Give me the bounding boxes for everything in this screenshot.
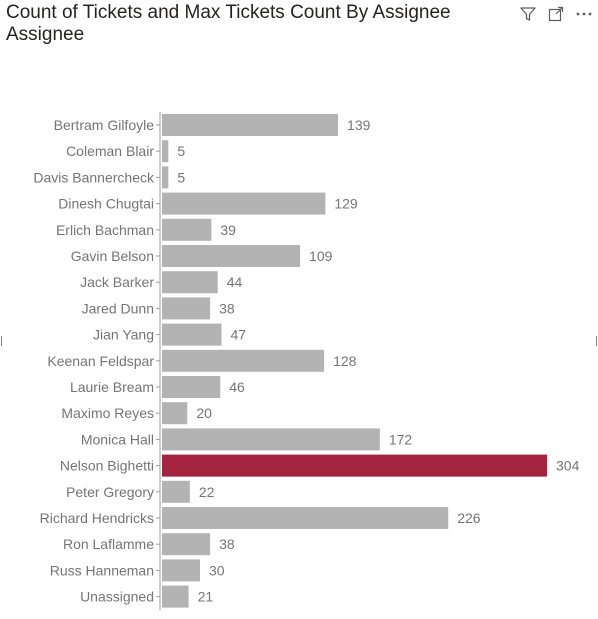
category-label-dinesh-chugtai: Dinesh Chugtai (58, 196, 154, 212)
category-label-gavin-belson: Gavin Belson (71, 248, 154, 264)
category-label-russ-hanneman: Russ Hanneman (50, 562, 154, 578)
data-label-nelson-bighetti: 304 (556, 458, 580, 474)
data-label-coleman-blair: 5 (177, 143, 185, 159)
category-label-nelson-bighetti: Nelson Bighetti (60, 458, 154, 474)
category-label-laurie-bream: Laurie Bream (70, 379, 154, 395)
data-label-maximo-reyes: 20 (196, 405, 212, 421)
category-label-jian-yang: Jian Yang (93, 327, 154, 343)
chart-title-line: Count of Tickets and Max Tickets Count B… (6, 2, 451, 23)
category-label-ron-laflamme: Ron Laflamme (63, 536, 154, 552)
filter-icon[interactable] (518, 4, 538, 24)
bar-monica-hall[interactable] (162, 428, 380, 451)
data-label-davis-bannercheck: 5 (177, 169, 185, 185)
data-label-jack-barker: 44 (227, 274, 243, 290)
bar-richard-hendricks[interactable] (162, 507, 449, 529)
data-label-unassigned: 21 (198, 589, 214, 605)
bar-dinesh-chugtai[interactable] (162, 192, 326, 215)
focus-mode-icon[interactable] (546, 4, 566, 24)
bar-peter-gregory[interactable] (162, 480, 190, 503)
data-label-gavin-belson: 109 (309, 248, 333, 264)
bar-ron-laflamme[interactable] (162, 533, 211, 556)
data-label-russ-hanneman: 30 (209, 562, 225, 578)
data-label-jian-yang: 47 (231, 327, 247, 343)
data-label-richard-hendricks: 226 (457, 510, 481, 526)
data-label-jared-dunn: 38 (219, 300, 235, 316)
more-options-icon[interactable] (574, 4, 594, 24)
category-label-unassigned: Unassigned (80, 589, 154, 605)
data-label-peter-gregory: 22 (199, 484, 215, 500)
category-label-jared-dunn: Jared Dunn (82, 300, 154, 316)
data-label-ron-laflamme: 38 (219, 536, 235, 552)
bar-keenan-feldspar[interactable] (162, 349, 325, 372)
resize-handle-right[interactable] (596, 336, 597, 346)
bar-maximo-reyes[interactable] (162, 402, 188, 425)
data-label-erlich-bachman: 39 (220, 222, 236, 238)
bar-russ-hanneman[interactable] (162, 559, 200, 582)
category-label-erlich-bachman: Erlich Bachman (56, 222, 154, 238)
category-label-monica-hall: Monica Hall (81, 431, 154, 447)
data-label-keenan-feldspar: 128 (333, 353, 357, 369)
bar-jared-dunn[interactable] (162, 297, 211, 320)
bar-gavin-belson[interactable] (162, 245, 301, 267)
data-label-laurie-bream: 46 (229, 379, 245, 395)
bar-davis-bannercheck[interactable] (162, 166, 169, 189)
category-label-bertram-gilfoyle: Bertram Gilfoyle (54, 117, 155, 133)
chart-title: Count of Tickets and Max Tickets Count B… (6, 2, 498, 46)
bar-unassigned[interactable] (162, 585, 189, 608)
category-label-jack-barker: Jack Barker (80, 274, 154, 290)
category-label-maximo-reyes: Maximo Reyes (61, 405, 154, 421)
bar-bertram-gilfoyle[interactable] (162, 114, 339, 136)
data-label-monica-hall: 172 (389, 431, 413, 447)
bar-jian-yang[interactable] (162, 323, 222, 346)
data-label-bertram-gilfoyle: 139 (347, 117, 371, 133)
bar-nelson-bighetti[interactable] (162, 454, 547, 477)
resize-handle-left[interactable] (1, 336, 2, 346)
axis-subtitle: Assignee (6, 24, 85, 45)
data-label-dinesh-chugtai: 129 (334, 196, 358, 212)
category-label-peter-gregory: Peter Gregory (66, 484, 154, 500)
bar-jack-barker[interactable] (162, 271, 218, 294)
category-label-richard-hendricks: Richard Hendricks (40, 510, 154, 526)
bar-erlich-bachman[interactable] (162, 218, 212, 241)
visual-header (514, 4, 594, 24)
bar-coleman-blair[interactable] (162, 140, 169, 163)
bar-laurie-bream[interactable] (162, 376, 221, 398)
category-label-coleman-blair: Coleman Blair (66, 143, 154, 159)
category-label-davis-bannercheck: Davis Bannercheck (33, 169, 155, 185)
category-label-keenan-feldspar: Keenan Feldspar (47, 353, 154, 369)
